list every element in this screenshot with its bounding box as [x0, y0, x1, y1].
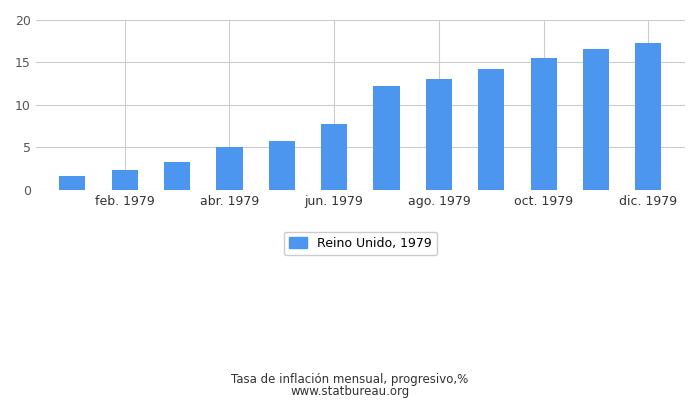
Legend: Reino Unido, 1979: Reino Unido, 1979	[284, 232, 437, 255]
Bar	[164, 162, 190, 190]
Text: www.statbureau.org: www.statbureau.org	[290, 386, 410, 398]
Bar	[478, 69, 505, 190]
Bar	[321, 124, 347, 190]
Bar	[374, 86, 400, 190]
Bar	[426, 79, 452, 190]
Text: Tasa de inflación mensual, progresivo,%: Tasa de inflación mensual, progresivo,%	[232, 374, 468, 386]
Bar	[60, 176, 85, 190]
Bar	[112, 170, 138, 190]
Bar	[216, 148, 243, 190]
Bar	[583, 49, 609, 190]
Bar	[269, 141, 295, 190]
Bar	[636, 43, 662, 190]
Bar	[531, 58, 556, 190]
